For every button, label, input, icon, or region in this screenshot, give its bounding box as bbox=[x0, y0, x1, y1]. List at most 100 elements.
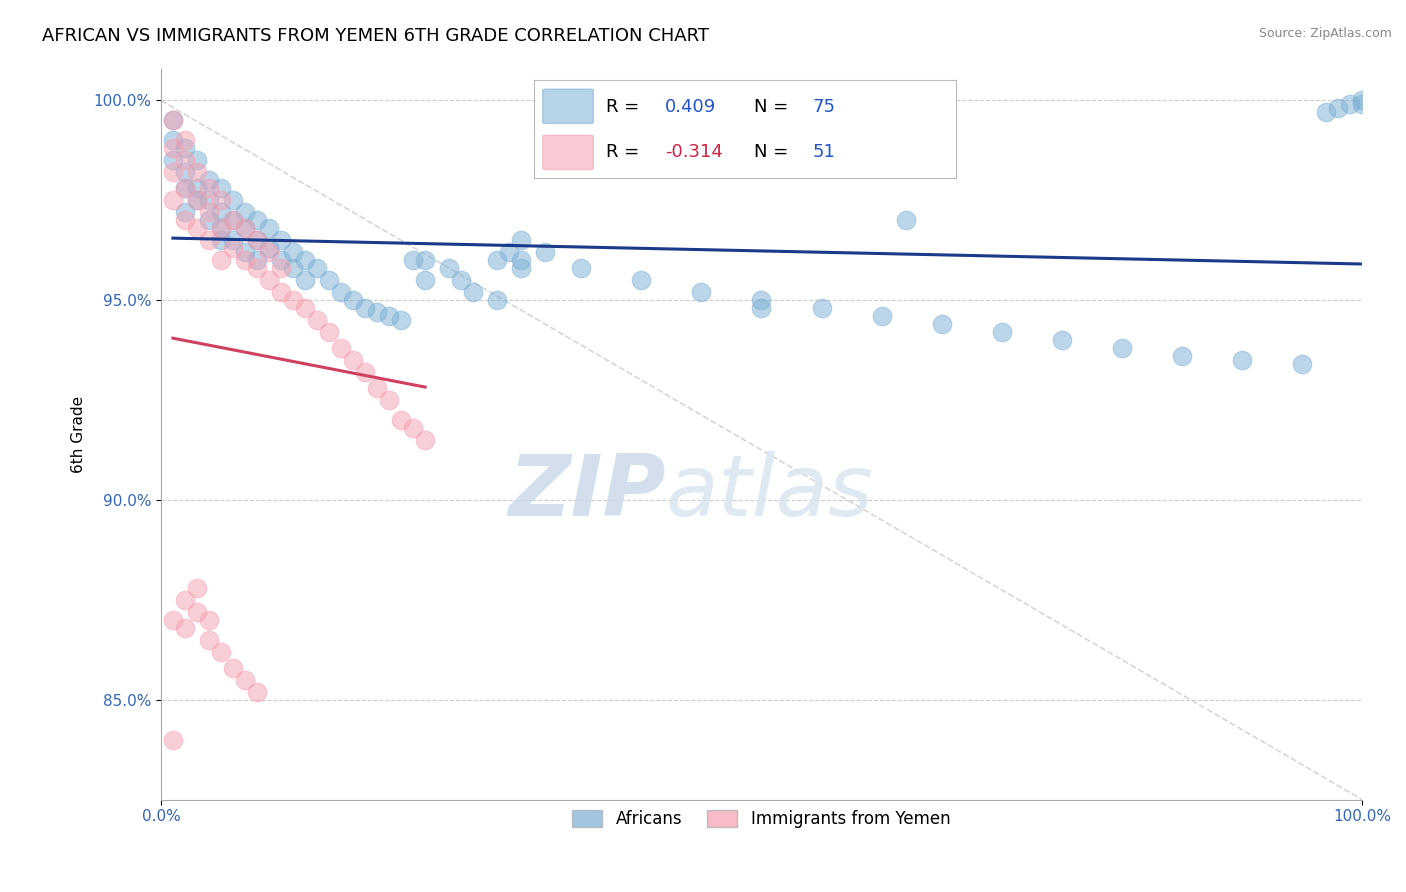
Point bbox=[174, 213, 197, 227]
Point bbox=[1315, 105, 1337, 120]
Point bbox=[174, 165, 197, 179]
Point bbox=[209, 181, 232, 195]
Point bbox=[294, 301, 316, 316]
Point bbox=[246, 213, 269, 227]
Point bbox=[222, 194, 245, 208]
Point bbox=[186, 194, 208, 208]
Point bbox=[233, 221, 256, 235]
Point bbox=[198, 173, 221, 187]
Point bbox=[366, 305, 388, 319]
Point bbox=[198, 213, 221, 227]
Point bbox=[281, 293, 304, 308]
Point bbox=[198, 613, 221, 627]
Point bbox=[1230, 353, 1253, 368]
Point bbox=[378, 309, 401, 323]
Point bbox=[354, 365, 377, 379]
Point bbox=[233, 245, 256, 260]
Point bbox=[174, 592, 197, 607]
Point bbox=[209, 233, 232, 247]
Point bbox=[222, 233, 245, 247]
Point bbox=[1351, 97, 1374, 112]
Text: ZIP: ZIP bbox=[508, 451, 665, 534]
Point bbox=[354, 301, 377, 316]
Point bbox=[174, 205, 197, 219]
Legend: Africans, Immigrants from Yemen: Africans, Immigrants from Yemen bbox=[565, 804, 957, 835]
Point bbox=[186, 165, 208, 179]
Point bbox=[413, 433, 436, 447]
Point bbox=[174, 181, 197, 195]
Point bbox=[162, 133, 184, 147]
Text: atlas: atlas bbox=[665, 451, 873, 534]
Point bbox=[186, 605, 208, 619]
Point bbox=[305, 261, 328, 276]
Point bbox=[209, 205, 232, 219]
Point bbox=[174, 621, 197, 635]
Point bbox=[486, 293, 509, 308]
Point bbox=[270, 253, 292, 268]
Point bbox=[330, 285, 353, 300]
Point bbox=[186, 153, 208, 168]
Point bbox=[294, 273, 316, 287]
Point bbox=[198, 233, 221, 247]
Point bbox=[751, 301, 773, 316]
Point bbox=[510, 253, 533, 268]
Point bbox=[174, 133, 197, 147]
Point bbox=[1327, 102, 1350, 116]
Point bbox=[330, 341, 353, 355]
Point bbox=[222, 213, 245, 227]
Point bbox=[450, 273, 472, 287]
Point bbox=[1171, 349, 1194, 363]
Point bbox=[162, 194, 184, 208]
Point bbox=[402, 421, 425, 435]
Point bbox=[270, 233, 292, 247]
Point bbox=[186, 581, 208, 595]
Point bbox=[257, 273, 280, 287]
Point bbox=[257, 241, 280, 255]
Point bbox=[233, 205, 256, 219]
Point bbox=[342, 353, 364, 368]
Point bbox=[209, 253, 232, 268]
Point bbox=[510, 261, 533, 276]
Point bbox=[413, 253, 436, 268]
Point bbox=[246, 233, 269, 247]
Point bbox=[389, 313, 412, 327]
Point bbox=[162, 113, 184, 128]
Point bbox=[318, 273, 340, 287]
Text: R =: R = bbox=[606, 98, 645, 116]
Point bbox=[534, 245, 557, 260]
Point bbox=[162, 153, 184, 168]
Point bbox=[222, 241, 245, 255]
FancyBboxPatch shape bbox=[543, 136, 593, 169]
Text: 51: 51 bbox=[813, 143, 835, 161]
Text: N =: N = bbox=[754, 143, 793, 161]
Point bbox=[486, 253, 509, 268]
Point bbox=[233, 673, 256, 687]
Point bbox=[209, 221, 232, 235]
Point bbox=[294, 253, 316, 268]
Point bbox=[186, 221, 208, 235]
Point bbox=[174, 153, 197, 168]
Point bbox=[209, 645, 232, 659]
Point bbox=[1111, 341, 1133, 355]
Point bbox=[690, 285, 713, 300]
Point bbox=[751, 293, 773, 308]
Text: 75: 75 bbox=[813, 98, 835, 116]
Point bbox=[305, 313, 328, 327]
Point bbox=[270, 261, 292, 276]
Point bbox=[162, 165, 184, 179]
Point bbox=[990, 325, 1012, 339]
Point bbox=[198, 194, 221, 208]
Point bbox=[162, 113, 184, 128]
Point bbox=[1291, 357, 1313, 371]
Point bbox=[233, 253, 256, 268]
Point bbox=[1050, 333, 1073, 347]
Point bbox=[1339, 97, 1361, 112]
Point bbox=[198, 205, 221, 219]
Point bbox=[209, 221, 232, 235]
Text: Source: ZipAtlas.com: Source: ZipAtlas.com bbox=[1258, 27, 1392, 40]
Point bbox=[257, 221, 280, 235]
Point bbox=[931, 317, 953, 331]
Point bbox=[389, 413, 412, 427]
Point bbox=[413, 273, 436, 287]
Point bbox=[222, 213, 245, 227]
